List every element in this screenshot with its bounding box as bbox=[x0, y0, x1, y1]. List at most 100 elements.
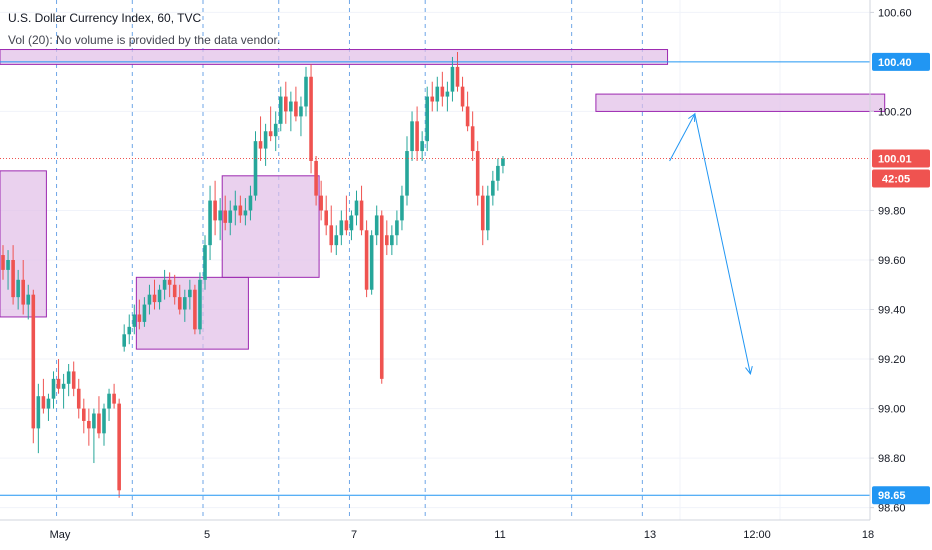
candle-body bbox=[11, 260, 15, 298]
zone-box bbox=[0, 49, 669, 65]
candle bbox=[258, 116, 263, 161]
candle-body bbox=[208, 200, 212, 246]
candle-body bbox=[395, 220, 399, 236]
candle-body bbox=[379, 215, 384, 379]
candle bbox=[465, 91, 470, 132]
candle-body bbox=[233, 205, 238, 211]
candle-body bbox=[87, 420, 91, 429]
volume-note: Vol (20): No volume is provided by the d… bbox=[8, 33, 281, 47]
candle bbox=[294, 86, 298, 122]
candle bbox=[66, 364, 71, 397]
candle bbox=[475, 141, 480, 206]
candle-body bbox=[475, 151, 480, 196]
candle bbox=[273, 111, 278, 152]
candle bbox=[137, 299, 142, 330]
candle bbox=[238, 195, 243, 223]
candle-body bbox=[188, 289, 192, 298]
candle-body bbox=[92, 413, 96, 429]
candle-body bbox=[415, 121, 419, 152]
candle bbox=[1, 245, 5, 280]
candle bbox=[289, 91, 293, 132]
candle bbox=[405, 136, 409, 206]
countdown-bg bbox=[872, 169, 930, 188]
candle bbox=[425, 86, 429, 152]
candle bbox=[198, 272, 202, 335]
candle bbox=[6, 250, 10, 290]
candle-body bbox=[410, 121, 414, 152]
candle-body bbox=[66, 371, 71, 384]
candle-body bbox=[304, 76, 308, 107]
candle-body bbox=[294, 101, 298, 117]
candle-body bbox=[344, 220, 349, 231]
candle-body bbox=[31, 294, 36, 429]
candle bbox=[324, 195, 328, 236]
candles bbox=[1, 52, 505, 498]
candle bbox=[496, 158, 500, 191]
candle-body bbox=[273, 123, 278, 137]
price-tag-label: 100.01 bbox=[878, 153, 912, 165]
candle bbox=[278, 86, 283, 132]
candle bbox=[188, 279, 192, 310]
candle bbox=[440, 71, 445, 107]
candle bbox=[117, 398, 121, 498]
candle bbox=[218, 198, 222, 241]
candle-body bbox=[142, 304, 147, 322]
arrow-head-down bbox=[745, 366, 753, 376]
candle-body bbox=[41, 396, 46, 409]
candle bbox=[480, 185, 485, 246]
y-tick-label: 99.20 bbox=[878, 354, 906, 366]
candle-body bbox=[369, 235, 374, 290]
candle bbox=[450, 56, 455, 102]
candle-body bbox=[501, 158, 505, 166]
candle bbox=[233, 190, 238, 226]
candle bbox=[435, 76, 440, 112]
x-tick-label: 18 bbox=[862, 529, 874, 541]
candle-body bbox=[157, 289, 162, 303]
candle bbox=[132, 304, 137, 335]
x-tick-label: 11 bbox=[494, 529, 505, 541]
candle bbox=[152, 279, 157, 310]
candle bbox=[11, 245, 15, 305]
candle bbox=[142, 297, 147, 327]
candle bbox=[203, 235, 207, 290]
candle-body bbox=[263, 131, 268, 149]
candle-body bbox=[162, 279, 167, 290]
candle bbox=[445, 81, 450, 112]
candle-body bbox=[374, 215, 379, 236]
y-tick-label: 99.40 bbox=[878, 305, 906, 317]
candle bbox=[71, 361, 76, 397]
candle bbox=[127, 314, 132, 345]
candle bbox=[268, 106, 273, 142]
candle bbox=[420, 131, 424, 161]
candle-body bbox=[132, 314, 137, 327]
candle bbox=[430, 81, 435, 112]
x-tick-label: May bbox=[50, 529, 71, 541]
candle bbox=[314, 156, 318, 206]
candle bbox=[228, 200, 233, 236]
candle-body bbox=[228, 210, 233, 223]
candle-body bbox=[349, 215, 354, 231]
candle-body bbox=[460, 86, 465, 107]
zone-box bbox=[135, 276, 249, 350]
candle-body bbox=[324, 210, 328, 226]
grid bbox=[0, 0, 870, 520]
candle-body bbox=[193, 289, 197, 330]
candle bbox=[172, 274, 177, 305]
y-tick-label: 100.60 bbox=[878, 7, 912, 19]
candle bbox=[41, 378, 46, 414]
candle-body bbox=[107, 393, 111, 409]
candle-body bbox=[137, 314, 142, 322]
candle-body bbox=[218, 210, 222, 221]
candle bbox=[400, 185, 404, 231]
candle-body bbox=[248, 195, 253, 211]
candle-body bbox=[16, 279, 20, 298]
candle bbox=[486, 185, 490, 241]
candle bbox=[92, 408, 96, 464]
candle-body bbox=[238, 205, 243, 216]
candle bbox=[183, 289, 187, 322]
candle bbox=[147, 284, 152, 315]
candle-body bbox=[445, 91, 450, 97]
candle bbox=[193, 284, 197, 335]
